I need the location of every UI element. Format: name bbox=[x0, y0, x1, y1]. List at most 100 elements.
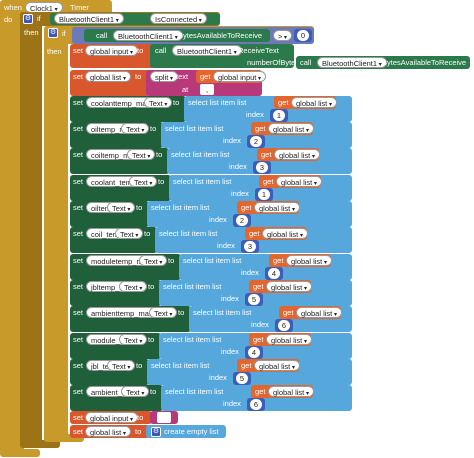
to-label: to bbox=[136, 361, 143, 370]
select-list-item-label: select list item list bbox=[151, 361, 210, 370]
call-label-3: call bbox=[300, 58, 312, 67]
index-number-field[interactable]: 4 bbox=[268, 268, 280, 279]
set-label: set bbox=[73, 177, 84, 186]
select-list-item-label: select list item list bbox=[173, 177, 232, 186]
set-label-list: set bbox=[73, 72, 84, 81]
index-number-field[interactable]: 1 bbox=[258, 189, 270, 200]
set-label: set bbox=[73, 256, 84, 265]
text-property-dropdown[interactable]: Text bbox=[107, 202, 136, 213]
index-label: index bbox=[241, 268, 259, 277]
split-operation-dropdown[interactable]: split bbox=[150, 71, 179, 82]
get-list-dropdown[interactable]: global list bbox=[254, 202, 300, 213]
text-property-dropdown[interactable]: Text bbox=[121, 386, 150, 397]
to-label: to bbox=[156, 150, 163, 159]
create-empty-list-label: create empty list bbox=[164, 427, 219, 436]
to-label: to bbox=[150, 387, 157, 396]
index-label: index bbox=[209, 215, 227, 224]
if-outer-gear-icon[interactable]: ⚙ bbox=[23, 14, 33, 24]
then-outer-label: then bbox=[24, 28, 39, 37]
index-number-field[interactable]: 1 bbox=[273, 110, 285, 121]
text-property-dropdown[interactable]: Text bbox=[144, 97, 173, 108]
index-number-field[interactable]: 5 bbox=[248, 294, 260, 305]
to-label-reset-list: to bbox=[135, 427, 142, 436]
get-list-dropdown[interactable]: global list bbox=[276, 176, 322, 187]
to-label: to bbox=[173, 98, 180, 107]
set-label: set bbox=[73, 229, 84, 238]
index-label: index bbox=[229, 162, 247, 171]
bt-component-dropdown-4[interactable]: BluetoothClient1 bbox=[317, 57, 387, 68]
get-label: get bbox=[263, 177, 274, 186]
get-label: get bbox=[261, 150, 272, 159]
do-label: do bbox=[4, 15, 13, 24]
get-list-dropdown[interactable]: global list bbox=[268, 123, 314, 134]
text-property-dropdown[interactable]: Text bbox=[119, 334, 148, 345]
get-list-dropdown[interactable]: global list bbox=[254, 360, 300, 371]
call-label-2: call bbox=[155, 46, 167, 55]
get-list-dropdown[interactable]: global list bbox=[274, 149, 320, 160]
select-list-item-label: select list item list bbox=[183, 256, 242, 265]
if-inner-label: if bbox=[62, 29, 66, 38]
index-number-field[interactable]: 2 bbox=[250, 136, 262, 147]
get-list-dropdown[interactable]: global list bbox=[286, 255, 332, 266]
comma-text-field[interactable]: , bbox=[200, 84, 214, 95]
get-input-dropdown[interactable]: global input bbox=[213, 71, 267, 82]
index-number-field[interactable]: 6 bbox=[278, 320, 290, 331]
create-empty-list-block[interactable] bbox=[146, 425, 226, 438]
select-list-item-label: select list item list bbox=[165, 124, 224, 133]
set-label: set bbox=[73, 282, 84, 291]
get-list-dropdown[interactable]: global list bbox=[296, 307, 342, 318]
empty-text-field[interactable] bbox=[157, 412, 171, 423]
to-label: to bbox=[158, 177, 165, 186]
text-property-dropdown[interactable]: Text bbox=[121, 123, 150, 134]
to-label: to bbox=[144, 229, 151, 238]
if-outer-label: if bbox=[37, 14, 41, 23]
index-number-field[interactable]: 4 bbox=[248, 347, 260, 358]
input-variable-dropdown[interactable]: global input bbox=[85, 45, 139, 56]
index-number-field[interactable]: 5 bbox=[236, 373, 248, 384]
set-label: set bbox=[73, 203, 84, 212]
index-number-field[interactable]: 3 bbox=[244, 241, 256, 252]
select-list-item-label: select list item list bbox=[171, 150, 230, 159]
if-inner-gear-icon[interactable]: ⚙ bbox=[48, 28, 58, 38]
get-label: get bbox=[253, 282, 264, 291]
reset-list-variable-dropdown[interactable]: global list bbox=[85, 426, 131, 437]
index-number-field[interactable]: 2 bbox=[236, 215, 248, 226]
text-property-dropdown[interactable]: Text bbox=[139, 255, 168, 266]
get-list-dropdown[interactable]: global list bbox=[268, 386, 314, 397]
call-label-1: call bbox=[96, 31, 108, 40]
bt-component-dropdown-3[interactable]: BluetoothClient1 bbox=[172, 45, 242, 56]
text-property-dropdown[interactable]: Text bbox=[119, 281, 148, 292]
set-label: set bbox=[73, 98, 84, 107]
index-number-field[interactable]: 3 bbox=[256, 162, 268, 173]
split-at-label: at bbox=[182, 85, 189, 94]
if-outer-block[interactable] bbox=[20, 12, 42, 448]
get-list-dropdown[interactable]: global list bbox=[262, 228, 308, 239]
if-outer-footer bbox=[20, 440, 60, 448]
text-property-dropdown[interactable]: Text bbox=[149, 307, 178, 318]
select-list-item-label: select list item list bbox=[151, 203, 210, 212]
get-label-input: get bbox=[200, 72, 211, 81]
text-property-dropdown[interactable]: Text bbox=[127, 149, 156, 160]
number-of-bytes-param: numberOfBytes bbox=[247, 58, 300, 67]
list-variable-dropdown[interactable]: global list bbox=[85, 71, 131, 82]
zero-number-field[interactable]: 0 bbox=[297, 30, 309, 41]
text-property-dropdown[interactable]: Text bbox=[107, 360, 136, 371]
when-label: when bbox=[4, 3, 22, 12]
index-number-field[interactable]: 6 bbox=[250, 399, 262, 410]
create-list-gear-icon[interactable]: ⚙ bbox=[151, 427, 161, 437]
get-list-dropdown[interactable]: global list bbox=[291, 97, 337, 108]
text-property-dropdown[interactable]: Text bbox=[115, 228, 144, 239]
event-name: Timer bbox=[70, 3, 89, 12]
reset-input-variable-dropdown[interactable]: global input bbox=[85, 412, 139, 423]
get-list-dropdown[interactable]: global list bbox=[266, 281, 312, 292]
bt-component-dropdown-2[interactable]: BluetoothClient1 bbox=[113, 30, 183, 41]
text-property-dropdown[interactable]: Text bbox=[129, 176, 158, 187]
operator-dropdown[interactable]: > bbox=[273, 30, 293, 41]
bytes-method-1: BytesAvailableToReceive bbox=[178, 31, 263, 40]
get-list-dropdown[interactable]: global list bbox=[266, 334, 312, 345]
if-inner-block[interactable] bbox=[44, 26, 68, 442]
select-list-item-label: select list item list bbox=[188, 98, 247, 107]
bt-component-dropdown-1[interactable]: BluetoothClient1 bbox=[54, 13, 124, 24]
to-label-reset-input: to bbox=[137, 413, 144, 422]
isconnected-dropdown[interactable]: IsConnected bbox=[150, 13, 207, 24]
